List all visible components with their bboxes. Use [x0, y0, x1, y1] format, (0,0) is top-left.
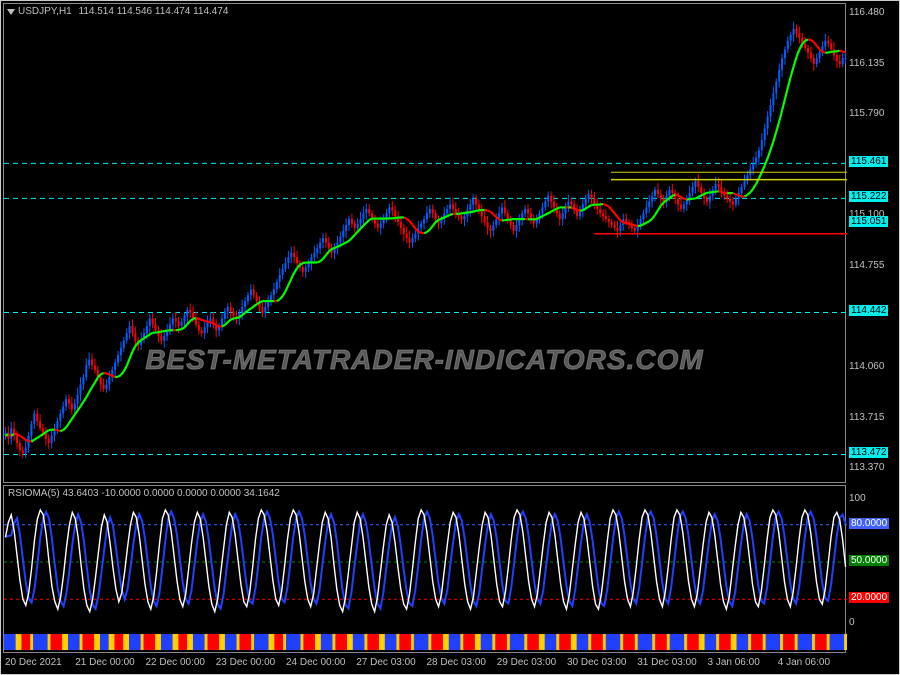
time-tick: 21 Dec 00:00 — [75, 657, 135, 668]
price-tick: 113.472 — [849, 447, 888, 458]
time-tick: 30 Dec 03:00 — [567, 657, 627, 668]
time-tick: 22 Dec 00:00 — [146, 657, 206, 668]
price-y-axis: 116.480116.135115.790115.461115.222115.1… — [847, 3, 899, 483]
time-tick: 4 Jan 06:00 — [778, 657, 830, 668]
time-tick: 27 Dec 03:00 — [356, 657, 416, 668]
price-tick: 115.790 — [849, 108, 884, 119]
watermark-text: BEST-METATRADER-INDICATORS.COM — [145, 344, 703, 376]
time-tick: 24 Dec 00:00 — [286, 657, 346, 668]
price-tick: 113.370 — [849, 462, 884, 473]
time-tick: 29 Dec 03:00 — [497, 657, 557, 668]
price-tick: 116.480 — [849, 7, 884, 18]
price-tick: 116.135 — [849, 58, 884, 69]
time-x-axis: 20 Dec 2021 21 Dec 00:00 22 Dec 00:00 23 De… — [3, 655, 846, 675]
indicator-tick: 100 — [849, 493, 866, 504]
price-chart-svg — [4, 4, 847, 484]
price-tick: 114.060 — [849, 361, 884, 372]
indicator-tick: 50.0000 — [849, 555, 889, 566]
price-chart-panel[interactable]: USDJPY,H1 114.514 114.546 114.474 114.47… — [3, 3, 846, 483]
price-tick: 115.051 — [849, 216, 888, 227]
time-tick: 28 Dec 03:00 — [427, 657, 487, 668]
price-tick: 114.755 — [849, 260, 884, 271]
time-tick: 20 Dec 2021 — [5, 657, 62, 668]
time-tick: 31 Dec 03:00 — [637, 657, 697, 668]
time-tick: 23 Dec 00:00 — [216, 657, 276, 668]
indicator-panel[interactable]: RSIOMA(5) 43.6403 -10.0000 0.0000 0.0000… — [3, 485, 846, 653]
price-tick: 115.461 — [849, 156, 888, 167]
indicator-tick: 0 — [849, 617, 855, 628]
indicator-tick: 80.0000 — [849, 518, 889, 529]
price-tick: 113.715 — [849, 412, 884, 423]
time-tick: 3 Jan 06:00 — [708, 657, 760, 668]
indicator-tick: 20.0000 — [849, 592, 889, 603]
chart-window[interactable]: USDJPY,H1 114.514 114.546 114.474 114.47… — [0, 0, 900, 675]
price-tick: 115.222 — [849, 191, 888, 202]
indicator-svg — [4, 486, 847, 654]
indicator-y-axis: 100 80.0000 50.0000 20.0000 0 — [847, 485, 899, 653]
price-tick: 114.442 — [849, 305, 888, 316]
